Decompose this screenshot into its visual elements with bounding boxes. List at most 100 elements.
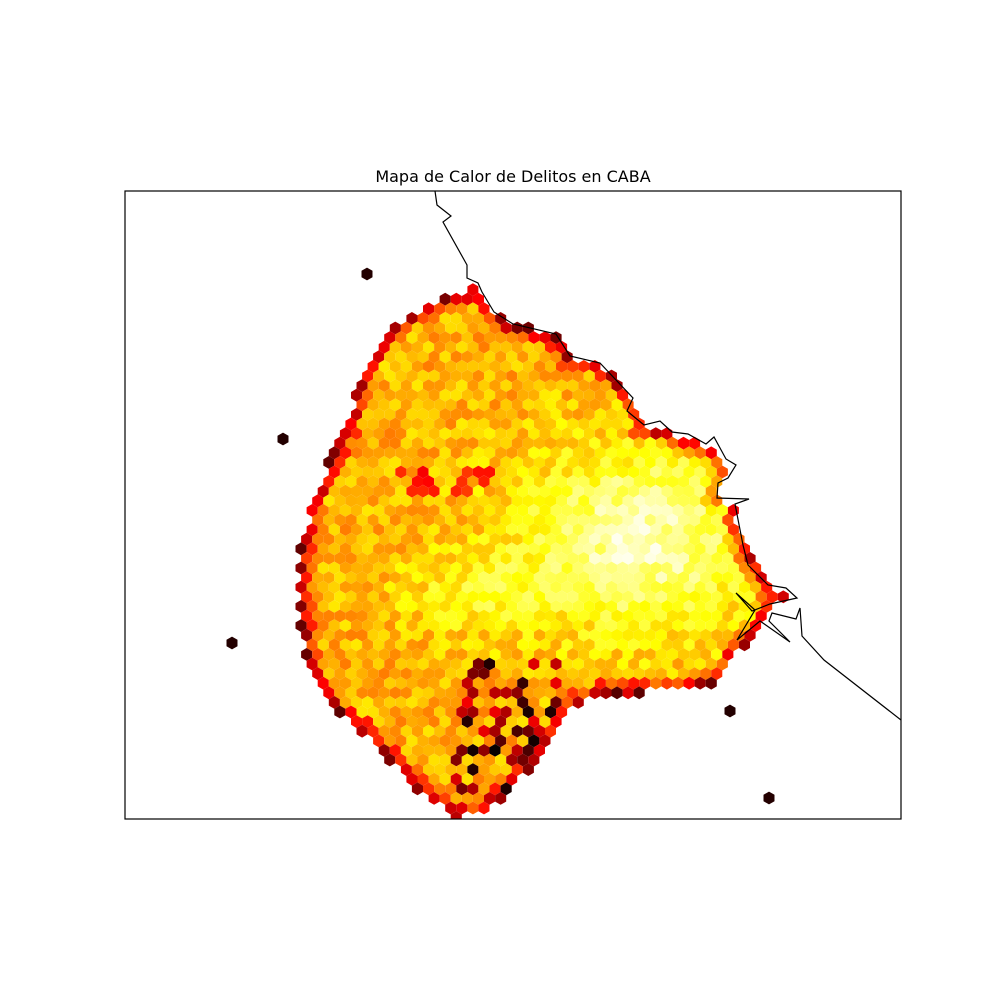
hex-cell [395,523,407,536]
hex-cell [484,542,496,556]
hex-cell [550,638,562,652]
hex-cell [362,696,374,709]
hex-cell [522,417,534,431]
hex-cell [617,388,629,402]
hex-cell [351,696,363,709]
hex-cell [572,619,584,632]
hex-cell [572,427,584,440]
hex-cell [306,619,318,632]
hex-cell [423,340,435,354]
hex-cell [323,475,335,488]
hex-cell [312,609,324,623]
hex-cell [545,628,556,642]
hex-cell [400,552,412,565]
hex-cell [434,763,446,776]
hex-cell [639,542,651,556]
hex-cell [711,628,723,642]
hex-cell [650,600,662,613]
hex-cell [461,792,473,805]
hex-cell [461,408,473,421]
hex-cell [450,523,462,536]
hex-cell [428,542,440,556]
hex-cell [678,552,690,565]
hex-cell [384,465,396,479]
hex-cell [450,350,462,364]
hex-cell [461,638,473,652]
hex-cell [467,763,479,776]
hex-cell [445,494,457,508]
hex-cell [423,417,435,431]
hex-cell [628,408,640,421]
hex-cell [594,600,606,613]
hex-cell [700,667,712,680]
hex-cell [528,331,540,344]
hex-cell [545,456,556,469]
hex-cell [373,676,385,690]
hex-cell [445,609,457,623]
hex-cell [594,657,606,671]
hex-cell [417,638,429,652]
hex-cell [567,590,579,604]
hex-cell [317,638,329,652]
hex-cell [339,600,351,613]
hex-cell [639,580,651,594]
hex-cell [517,715,529,728]
hex-cell [561,657,573,671]
hex-cell [517,657,529,671]
hex-cell [339,523,351,536]
hex-cell [528,504,540,517]
hex-cell [666,494,678,508]
hex-cell [655,609,667,623]
hex-cell [511,571,523,584]
hex-cell [511,609,523,623]
hex-cell [484,638,496,652]
hex-cell [406,369,418,383]
hex-cell [378,724,390,738]
hex-cell [373,484,385,498]
hex-cell [461,427,473,440]
hex-cell [489,648,501,661]
hex-cell [556,571,568,584]
hex-cell [511,456,523,469]
hex-cell [622,571,634,584]
hex-cell [400,417,412,431]
hex-cell [367,609,379,623]
hex-cell [461,619,473,632]
hex-cell [439,484,451,498]
hex-cell [389,667,401,680]
hex-cell [517,696,529,709]
hex-cell [506,657,518,671]
hex-cell [472,600,484,613]
hex-cell [522,379,534,392]
hex-cell [389,513,401,527]
hex-cell [312,513,324,527]
hex-cell [583,523,595,536]
hex-cell [317,523,329,536]
hex-cell [700,494,712,508]
hex-cell [539,484,551,498]
hex-cell [472,619,484,632]
hex-cell [428,465,440,479]
hex-cell [545,494,556,508]
hex-cell [605,504,617,517]
hex-cell [727,619,739,632]
hex-cell [528,753,540,767]
hex-cell [605,542,617,556]
hex-cell [428,734,440,748]
hex-cell [384,331,396,344]
hex-cell [450,657,462,671]
hex-cell [495,696,507,709]
hex-cell [678,648,690,661]
hex-cell [589,360,601,373]
hex-cell [722,609,734,623]
hex-cell [550,523,562,536]
hex-cell [550,561,562,575]
hex-cell [605,388,617,402]
hex-cell [678,456,690,469]
hex-cell [556,340,568,354]
hex-cell [395,542,407,556]
hex-cell [334,456,346,469]
hex-cell [467,321,479,335]
hex-cell [605,408,617,421]
hex-cell [533,590,545,604]
